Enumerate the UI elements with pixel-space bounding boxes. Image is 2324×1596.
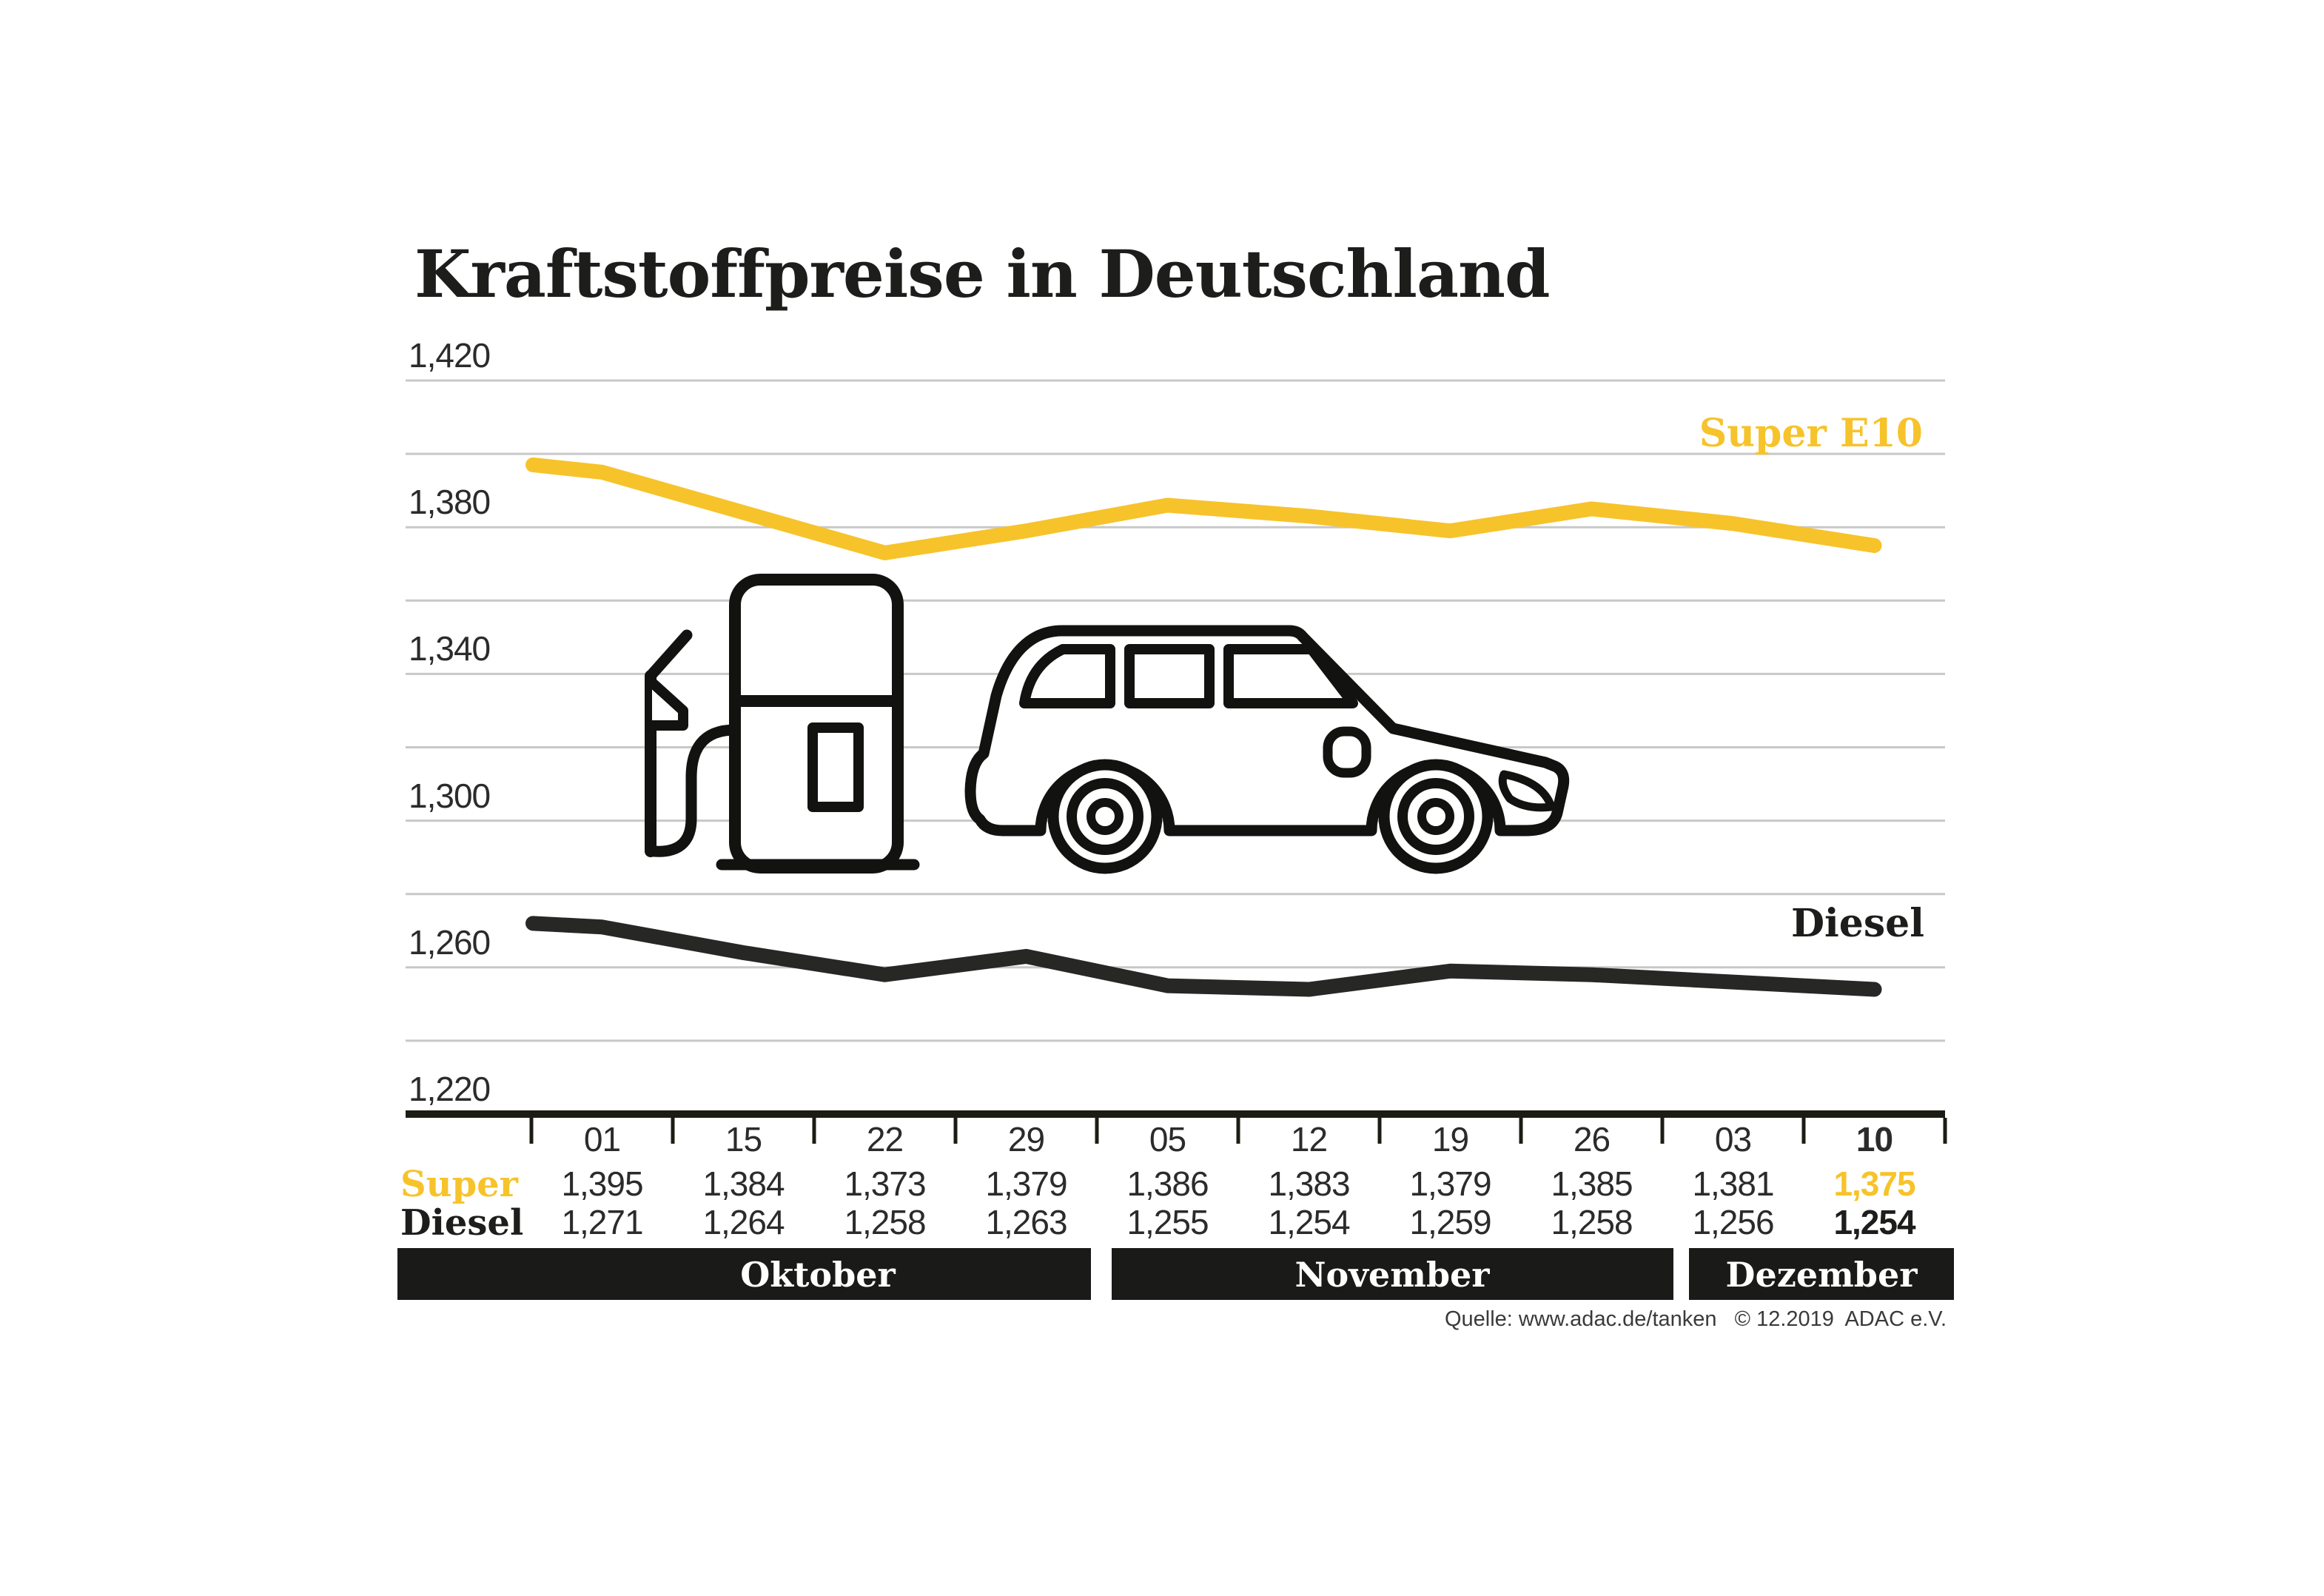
table-cell-diesel: 1,255 bbox=[1126, 1203, 1209, 1241]
table-cell-super: 1,384 bbox=[702, 1164, 785, 1203]
table-cell-super: 1,383 bbox=[1268, 1164, 1350, 1203]
y-axis-label: 1,380 bbox=[409, 483, 491, 522]
x-axis-label: 26 bbox=[1573, 1120, 1611, 1159]
car-icon bbox=[964, 625, 1570, 874]
month-bar-november bbox=[1112, 1248, 1673, 1300]
x-axis bbox=[406, 1110, 1947, 1144]
month-bar-dezember bbox=[1689, 1248, 1954, 1300]
table-cell-diesel: 1,254 bbox=[1833, 1203, 1915, 1241]
y-axis-label: 1,340 bbox=[409, 629, 491, 668]
table-cell-super: 1,395 bbox=[561, 1164, 643, 1203]
table-row-label-super: Super bbox=[400, 1164, 518, 1205]
table-cell-super: 1,379 bbox=[985, 1164, 1067, 1203]
table-row-label-diesel: Diesel bbox=[400, 1202, 524, 1244]
fuel-pump-icon bbox=[645, 574, 920, 874]
y-axis-label: 1,420 bbox=[409, 336, 491, 375]
x-axis-label: 15 bbox=[725, 1120, 762, 1159]
x-axis-label: 29 bbox=[1007, 1120, 1045, 1159]
y-axis-label: 1,260 bbox=[409, 922, 491, 962]
table-cell-super: 1,375 bbox=[1833, 1164, 1915, 1203]
x-axis-label: 12 bbox=[1290, 1120, 1328, 1159]
x-axis-label: 10 bbox=[1855, 1120, 1893, 1159]
month-label-oktober: Oktober bbox=[740, 1255, 896, 1295]
legend-super-e10: Super E10 bbox=[1699, 411, 1923, 456]
month-bar-oktober bbox=[397, 1248, 1091, 1300]
legend-diesel: Diesel bbox=[1790, 901, 1924, 946]
month-label-november: November bbox=[1294, 1255, 1490, 1295]
y-axis-label: 1,220 bbox=[409, 1070, 491, 1108]
month-label-dezember: Dezember bbox=[1725, 1255, 1918, 1295]
x-axis-label: 05 bbox=[1149, 1120, 1186, 1159]
x-axis-label: 19 bbox=[1431, 1120, 1469, 1159]
table-cell-super: 1,381 bbox=[1692, 1164, 1774, 1203]
table-cell-super: 1,386 bbox=[1126, 1164, 1209, 1203]
page-title: Kraftstoffpreise in Deutschland bbox=[414, 235, 1550, 312]
table-cell-diesel: 1,259 bbox=[1409, 1203, 1491, 1241]
table-cell-diesel: 1,271 bbox=[561, 1203, 643, 1241]
y-axis-label: 1,300 bbox=[409, 776, 491, 815]
table-cell-diesel: 1,263 bbox=[985, 1203, 1067, 1241]
table-cell-super: 1,373 bbox=[844, 1164, 926, 1203]
table-cell-diesel: 1,264 bbox=[702, 1203, 785, 1241]
series-lines bbox=[525, 457, 1882, 997]
table-cell-diesel: 1,258 bbox=[1551, 1203, 1633, 1241]
table-cell-super: 1,379 bbox=[1409, 1164, 1491, 1203]
table-cell-diesel: 1,258 bbox=[844, 1203, 926, 1241]
table-cell-super: 1,385 bbox=[1551, 1164, 1633, 1203]
table-cell-diesel: 1,256 bbox=[1692, 1203, 1774, 1241]
table-cell-diesel: 1,254 bbox=[1268, 1203, 1350, 1241]
x-axis-label: 03 bbox=[1714, 1120, 1752, 1159]
source-note: Quelle: www.adac.de/tanken © 12.2019 ADA… bbox=[1444, 1307, 1947, 1331]
x-axis-label: 01 bbox=[583, 1120, 621, 1159]
x-axis-label: 22 bbox=[866, 1120, 904, 1159]
